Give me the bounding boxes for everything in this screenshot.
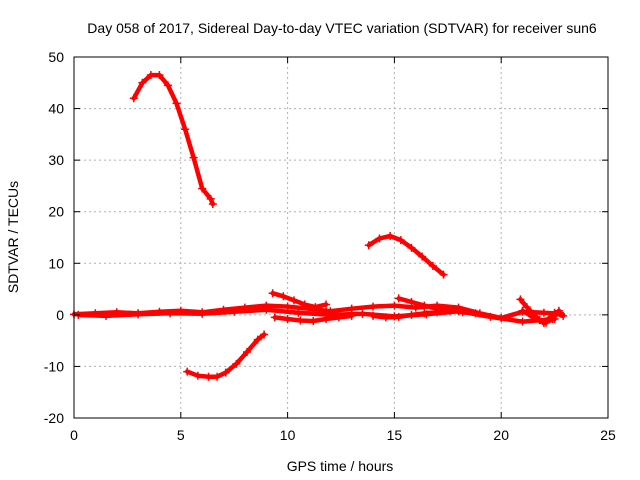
data-point (358, 309, 367, 318)
data-point (420, 301, 429, 310)
data-point (232, 359, 241, 368)
data-point (375, 234, 384, 243)
data-point (181, 125, 190, 134)
data-point (155, 71, 164, 80)
data-point (381, 313, 390, 322)
data-point (439, 270, 448, 279)
data-point (243, 347, 252, 356)
data-point (559, 311, 568, 320)
data-point (394, 294, 403, 303)
y-tick-label: 0 (56, 307, 64, 323)
data-point (198, 184, 207, 193)
chart-title: Day 058 of 2017, Sidereal Day-to-day VTE… (87, 20, 597, 36)
data-point (221, 368, 230, 377)
x-tick-label: 10 (280, 427, 296, 443)
data-point (347, 304, 356, 313)
data-point (471, 309, 480, 318)
data-point (183, 367, 192, 376)
data-point (204, 372, 213, 381)
data-point (445, 306, 454, 315)
data-point (418, 252, 427, 261)
data-point (433, 308, 442, 317)
data-point (334, 313, 343, 322)
x-tick-label: 5 (177, 427, 185, 443)
x-tick-label: 15 (387, 427, 403, 443)
data-point (102, 311, 111, 320)
data-point (311, 303, 320, 312)
data-point (539, 319, 548, 328)
data-point (407, 310, 416, 319)
data-series (70, 71, 568, 381)
y-tick-label: 40 (48, 101, 64, 117)
y-tick-label: -10 (44, 358, 64, 374)
data-point (129, 94, 138, 103)
data-point (518, 317, 527, 326)
data-point (516, 295, 525, 304)
data-point (522, 303, 531, 312)
data-point (172, 99, 181, 108)
data-point (369, 311, 378, 320)
plot-frame (73, 56, 609, 419)
data-point (262, 305, 271, 314)
data-point (390, 301, 399, 310)
y-tick-label: 20 (48, 204, 64, 220)
data-point (364, 241, 373, 250)
y-tick-label: 50 (48, 49, 64, 65)
y-tick-label: 10 (48, 255, 64, 271)
data-point (347, 311, 356, 320)
data-point (396, 236, 405, 245)
data-point (193, 371, 202, 380)
data-point (407, 297, 416, 306)
data-point (146, 71, 155, 80)
data-point (208, 199, 217, 208)
data-point (270, 313, 279, 322)
data-point (230, 307, 239, 316)
data-point (294, 308, 303, 317)
data-point (290, 296, 299, 305)
data-point (386, 231, 395, 240)
data-point (283, 314, 292, 323)
data-point (309, 317, 318, 326)
data-point (206, 194, 215, 203)
series-arc-high (131, 72, 216, 207)
data-point (268, 289, 277, 298)
axis-ticks: 0 5 10 15 20 25 -20 -10 0 10 20 30 40 50 (44, 49, 616, 443)
y-tick-label: -20 (44, 410, 64, 426)
x-tick-label: 0 (70, 427, 78, 443)
data-point (300, 300, 309, 309)
data-point (539, 308, 548, 317)
data-point (322, 300, 331, 309)
data-point (279, 292, 288, 301)
data-point (458, 308, 467, 317)
data-point (529, 313, 538, 322)
data-point (407, 243, 416, 252)
y-tick-label: 30 (48, 152, 64, 168)
data-point (198, 309, 207, 318)
data-point (428, 261, 437, 270)
data-point (369, 302, 378, 311)
data-point (550, 308, 559, 317)
data-point (260, 330, 269, 339)
data-point (138, 78, 147, 87)
data-point (518, 306, 527, 315)
data-point (420, 309, 429, 318)
data-point (283, 302, 292, 311)
data-point (394, 312, 403, 321)
data-point (163, 81, 172, 90)
data-point (486, 312, 495, 321)
x-axis-label: GPS time / hours (287, 458, 394, 474)
data-point (166, 309, 175, 318)
data-point (253, 335, 262, 344)
data-point (189, 153, 198, 162)
data-point (134, 310, 143, 319)
y-axis-label: SDTVAR / TECUs (5, 181, 21, 293)
data-point (322, 314, 331, 323)
x-tick-label: 20 (493, 427, 509, 443)
grid-lines (74, 57, 608, 418)
data-point (296, 316, 305, 325)
data-point (213, 372, 222, 381)
x-tick-label: 25 (600, 427, 616, 443)
